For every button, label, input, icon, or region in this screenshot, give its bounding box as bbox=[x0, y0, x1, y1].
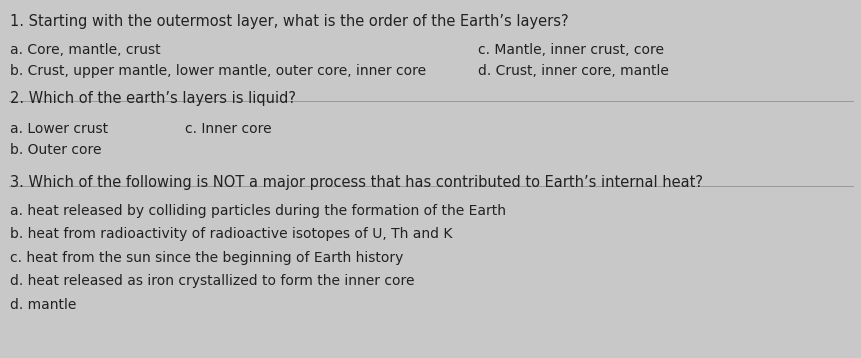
Text: 3. Which of the following is NOT a major process that has contributed to Earth’s: 3. Which of the following is NOT a major… bbox=[10, 175, 703, 190]
Text: d. heat released as iron crystallized to form the inner core: d. heat released as iron crystallized to… bbox=[10, 274, 414, 288]
Text: 2. Which of the earth’s layers is liquid?: 2. Which of the earth’s layers is liquid… bbox=[10, 91, 296, 106]
Text: d. mantle: d. mantle bbox=[10, 298, 77, 312]
Text: a. Core, mantle, crust: a. Core, mantle, crust bbox=[10, 43, 161, 57]
Text: b. heat from radioactivity of radioactive isotopes of U, Th and K: b. heat from radioactivity of radioactiv… bbox=[10, 227, 452, 241]
Text: b. Outer core: b. Outer core bbox=[10, 143, 102, 157]
Text: c. Inner core: c. Inner core bbox=[185, 122, 271, 136]
Text: 1. Starting with the outermost layer, what is the order of the Earth’s layers?: 1. Starting with the outermost layer, wh… bbox=[10, 14, 568, 29]
Text: c. Mantle, inner crust, core: c. Mantle, inner crust, core bbox=[478, 43, 664, 57]
Text: d. Crust, inner core, mantle: d. Crust, inner core, mantle bbox=[478, 64, 668, 78]
Text: a. Lower crust: a. Lower crust bbox=[10, 122, 108, 136]
Text: a. heat released by colliding particles during the formation of the Earth: a. heat released by colliding particles … bbox=[10, 204, 505, 218]
Text: b. Crust, upper mantle, lower mantle, outer core, inner core: b. Crust, upper mantle, lower mantle, ou… bbox=[10, 64, 426, 78]
Text: c. heat from the sun since the beginning of Earth history: c. heat from the sun since the beginning… bbox=[10, 251, 403, 265]
